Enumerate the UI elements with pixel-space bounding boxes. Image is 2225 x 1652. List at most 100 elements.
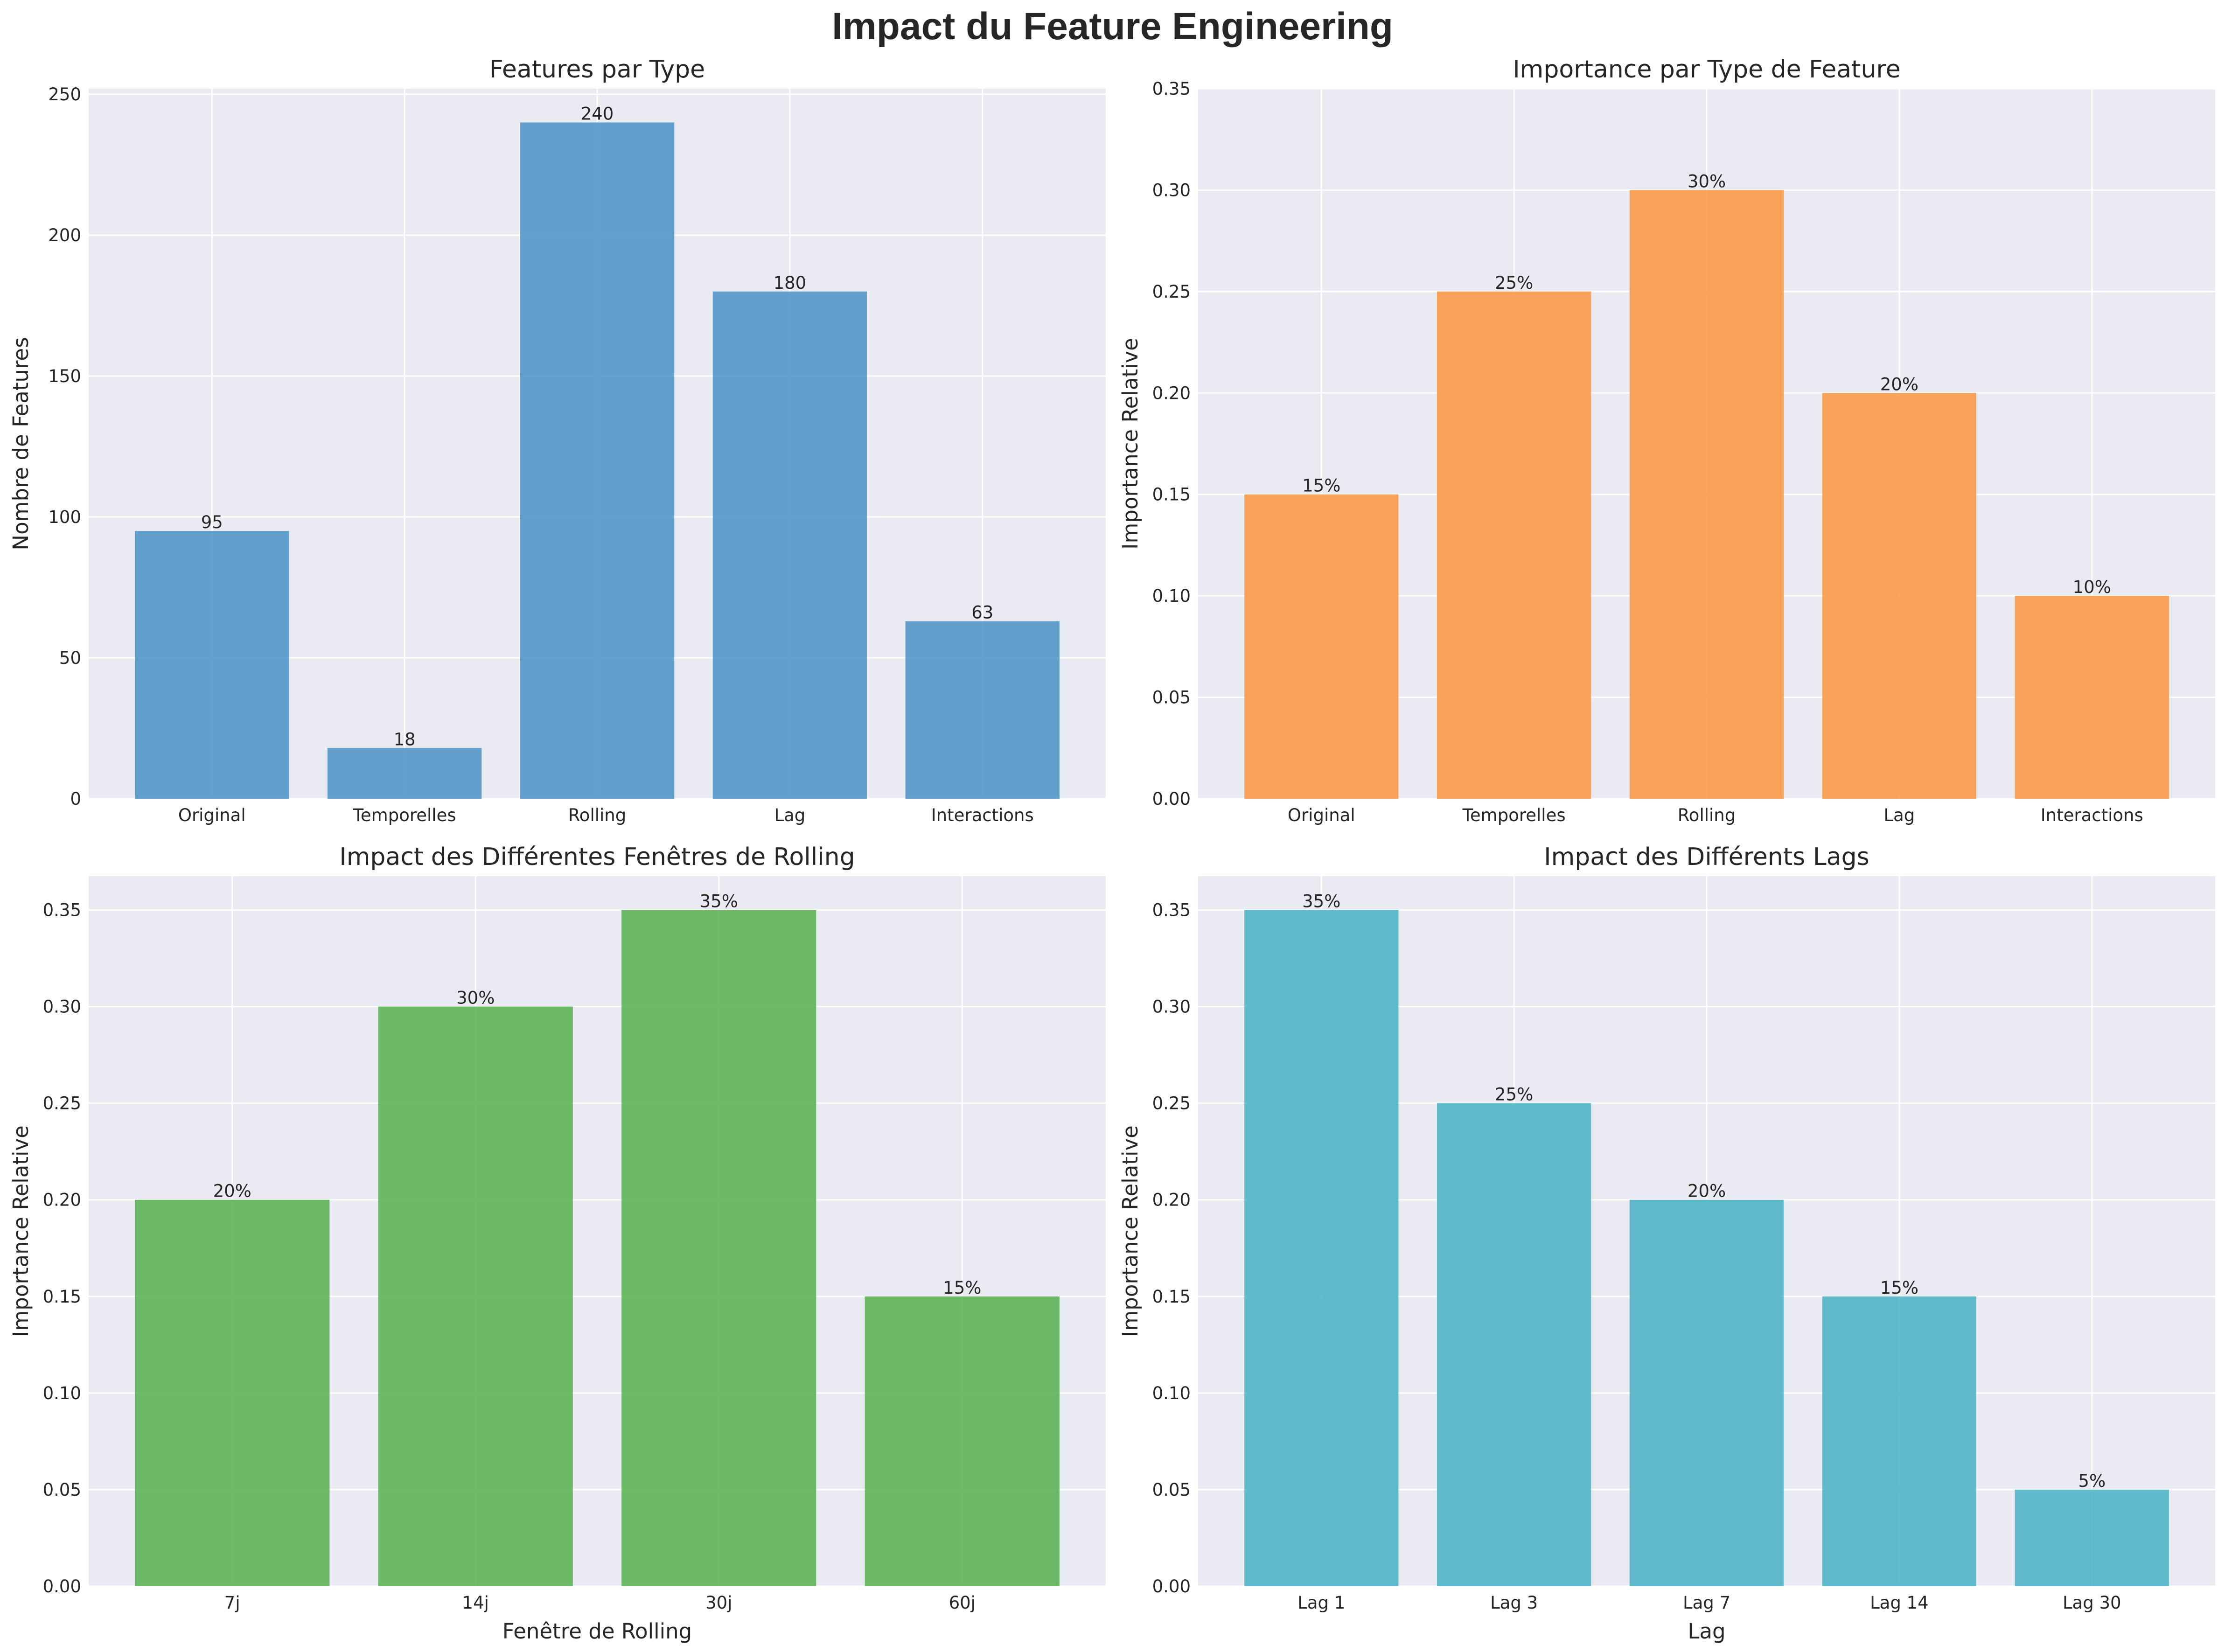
bar-lag — [712, 291, 867, 799]
bar-temporelles — [327, 748, 482, 799]
y-tick-label: 0.05 — [43, 1480, 81, 1500]
y-tick-label: 0.35 — [1152, 900, 1191, 920]
y-tick-label: 0.00 — [43, 1576, 81, 1596]
bar-value-label: 35% — [1302, 891, 1340, 911]
bar-temporelles — [1437, 291, 1591, 799]
panel-title: Impact des Différents Lags — [1544, 843, 1869, 871]
bar-original — [135, 531, 289, 799]
y-tick-label: 50 — [59, 648, 81, 668]
bar-60j — [865, 1296, 1060, 1586]
bar-lag-1 — [1244, 910, 1399, 1586]
x-tick-label: Lag 30 — [2063, 1593, 2121, 1613]
chart-panel-1: 0 50 100 150 200 250 95 Original 18 Temporelles 24… — [8, 56, 1106, 825]
bar-lag-14 — [1822, 1296, 1977, 1586]
x-axis-label: Lag — [1688, 1619, 1725, 1644]
bar-value-label: 15% — [1880, 1278, 1918, 1298]
x-tick-label: Original — [178, 805, 246, 825]
bar-interactions — [905, 621, 1060, 799]
y-tick-label: 0.20 — [1152, 383, 1191, 403]
chart-panel-2: 0.00 0.05 0.10 0.15 0.20 0.25 0.30 0.35 15% Origi… — [1118, 56, 2215, 825]
bar-interactions — [2015, 596, 2169, 799]
bar-lag-7 — [1629, 1199, 1784, 1586]
y-tick-label: 0.00 — [1152, 789, 1191, 809]
y-tick-label: 0.15 — [1152, 1287, 1191, 1307]
x-tick-label: Lag — [1883, 805, 1915, 825]
bar-value-label: 63 — [971, 603, 993, 623]
y-tick-label: 200 — [48, 225, 81, 245]
bar-value-label: 20% — [1688, 1181, 1726, 1201]
x-tick-label: Lag 7 — [1683, 1593, 1730, 1613]
x-tick-label: 60j — [949, 1593, 976, 1613]
x-tick-label: Interactions — [931, 805, 1034, 825]
x-tick-label: 7j — [224, 1593, 240, 1613]
bar-14j — [378, 1006, 573, 1586]
panel-title: Features par Type — [489, 56, 705, 84]
y-tick-label: 0.20 — [43, 1190, 81, 1210]
y-axis-label: Importance Relative — [8, 1125, 33, 1337]
y-tick-label: 0.25 — [1152, 282, 1191, 302]
bar-value-label: 30% — [1688, 171, 1726, 191]
y-tick-label: 0.10 — [1152, 1383, 1191, 1403]
bar-original — [1244, 494, 1399, 799]
bar-value-label: 10% — [2073, 577, 2111, 597]
bar-value-label: 240 — [581, 104, 614, 124]
bar-value-label: 20% — [213, 1181, 251, 1201]
bar-7j — [135, 1199, 330, 1586]
x-tick-label: Interactions — [2041, 805, 2143, 825]
x-tick-label: Lag 3 — [1490, 1593, 1538, 1613]
x-tick-label: Temporelles — [1462, 805, 1566, 825]
y-axis-label: Nombre de Features — [8, 337, 33, 550]
bar-value-label: 35% — [700, 891, 738, 911]
y-tick-label: 0.35 — [43, 900, 81, 920]
x-tick-label: Rolling — [1678, 805, 1736, 825]
bar-value-label: 18 — [394, 729, 416, 749]
bar-value-label: 30% — [456, 988, 495, 1008]
chart-panel-3: 0.00 0.05 0.10 0.15 0.20 0.25 0.30 0.35 20% 7j 30%… — [8, 843, 1106, 1644]
y-tick-label: 0.20 — [1152, 1190, 1191, 1210]
bar-lag-30 — [2015, 1489, 2169, 1586]
bar-value-label: 25% — [1495, 273, 1533, 293]
y-tick-label: 0.10 — [43, 1383, 81, 1403]
y-tick-label: 0 — [70, 789, 81, 809]
y-tick-label: 0.30 — [1152, 180, 1191, 200]
x-axis-label: Fenêtre de Rolling — [502, 1619, 692, 1644]
y-tick-label: 0.25 — [1152, 1094, 1191, 1114]
bar-value-label: 180 — [774, 273, 807, 293]
y-tick-label: 0.05 — [1152, 1480, 1191, 1500]
y-tick-label: 0.25 — [43, 1094, 81, 1114]
y-tick-label: 150 — [48, 366, 81, 386]
y-tick-label: 0.00 — [1152, 1576, 1191, 1596]
chart-panel-4: 0.00 0.05 0.10 0.15 0.20 0.25 0.30 0.35 35% Lag 1… — [1118, 843, 2215, 1644]
bar-lag — [1822, 393, 1977, 799]
x-tick-label: Lag 14 — [1870, 1593, 1929, 1613]
x-tick-label: Rolling — [568, 805, 626, 825]
bar-value-label: 25% — [1495, 1085, 1533, 1105]
bar-value-label: 95 — [201, 512, 223, 532]
y-tick-label: 0.30 — [43, 997, 81, 1017]
x-tick-label: Lag — [774, 805, 805, 825]
bar-rolling — [1629, 190, 1784, 799]
y-tick-label: 0.10 — [1152, 586, 1191, 606]
bar-lag-3 — [1437, 1103, 1591, 1586]
panel-title: Impact des Différentes Fenêtres de Rolli… — [339, 843, 855, 871]
bar-rolling — [520, 122, 675, 799]
x-tick-label: Lag 1 — [1297, 1593, 1345, 1613]
bar-value-label: 15% — [1302, 476, 1340, 496]
y-tick-label: 0.05 — [1152, 688, 1191, 708]
x-tick-label: Temporelles — [353, 805, 456, 825]
y-tick-label: 100 — [48, 507, 81, 527]
y-axis-label: Importance Relative — [1118, 1125, 1143, 1337]
y-tick-label: 0.35 — [1152, 79, 1191, 99]
bar-value-label: 15% — [943, 1278, 981, 1298]
panel-title: Importance par Type de Feature — [1513, 56, 1900, 84]
y-tick-label: 0.15 — [43, 1287, 81, 1307]
bar-value-label: 20% — [1880, 374, 1918, 394]
x-tick-label: 14j — [462, 1593, 489, 1613]
y-tick-label: 0.30 — [1152, 997, 1191, 1017]
y-tick-label: 250 — [48, 84, 81, 105]
bar-value-label: 5% — [2078, 1471, 2106, 1491]
y-axis-label: Importance Relative — [1118, 338, 1143, 550]
y-tick-label: 0.15 — [1152, 485, 1191, 505]
bar-30j — [621, 910, 816, 1586]
